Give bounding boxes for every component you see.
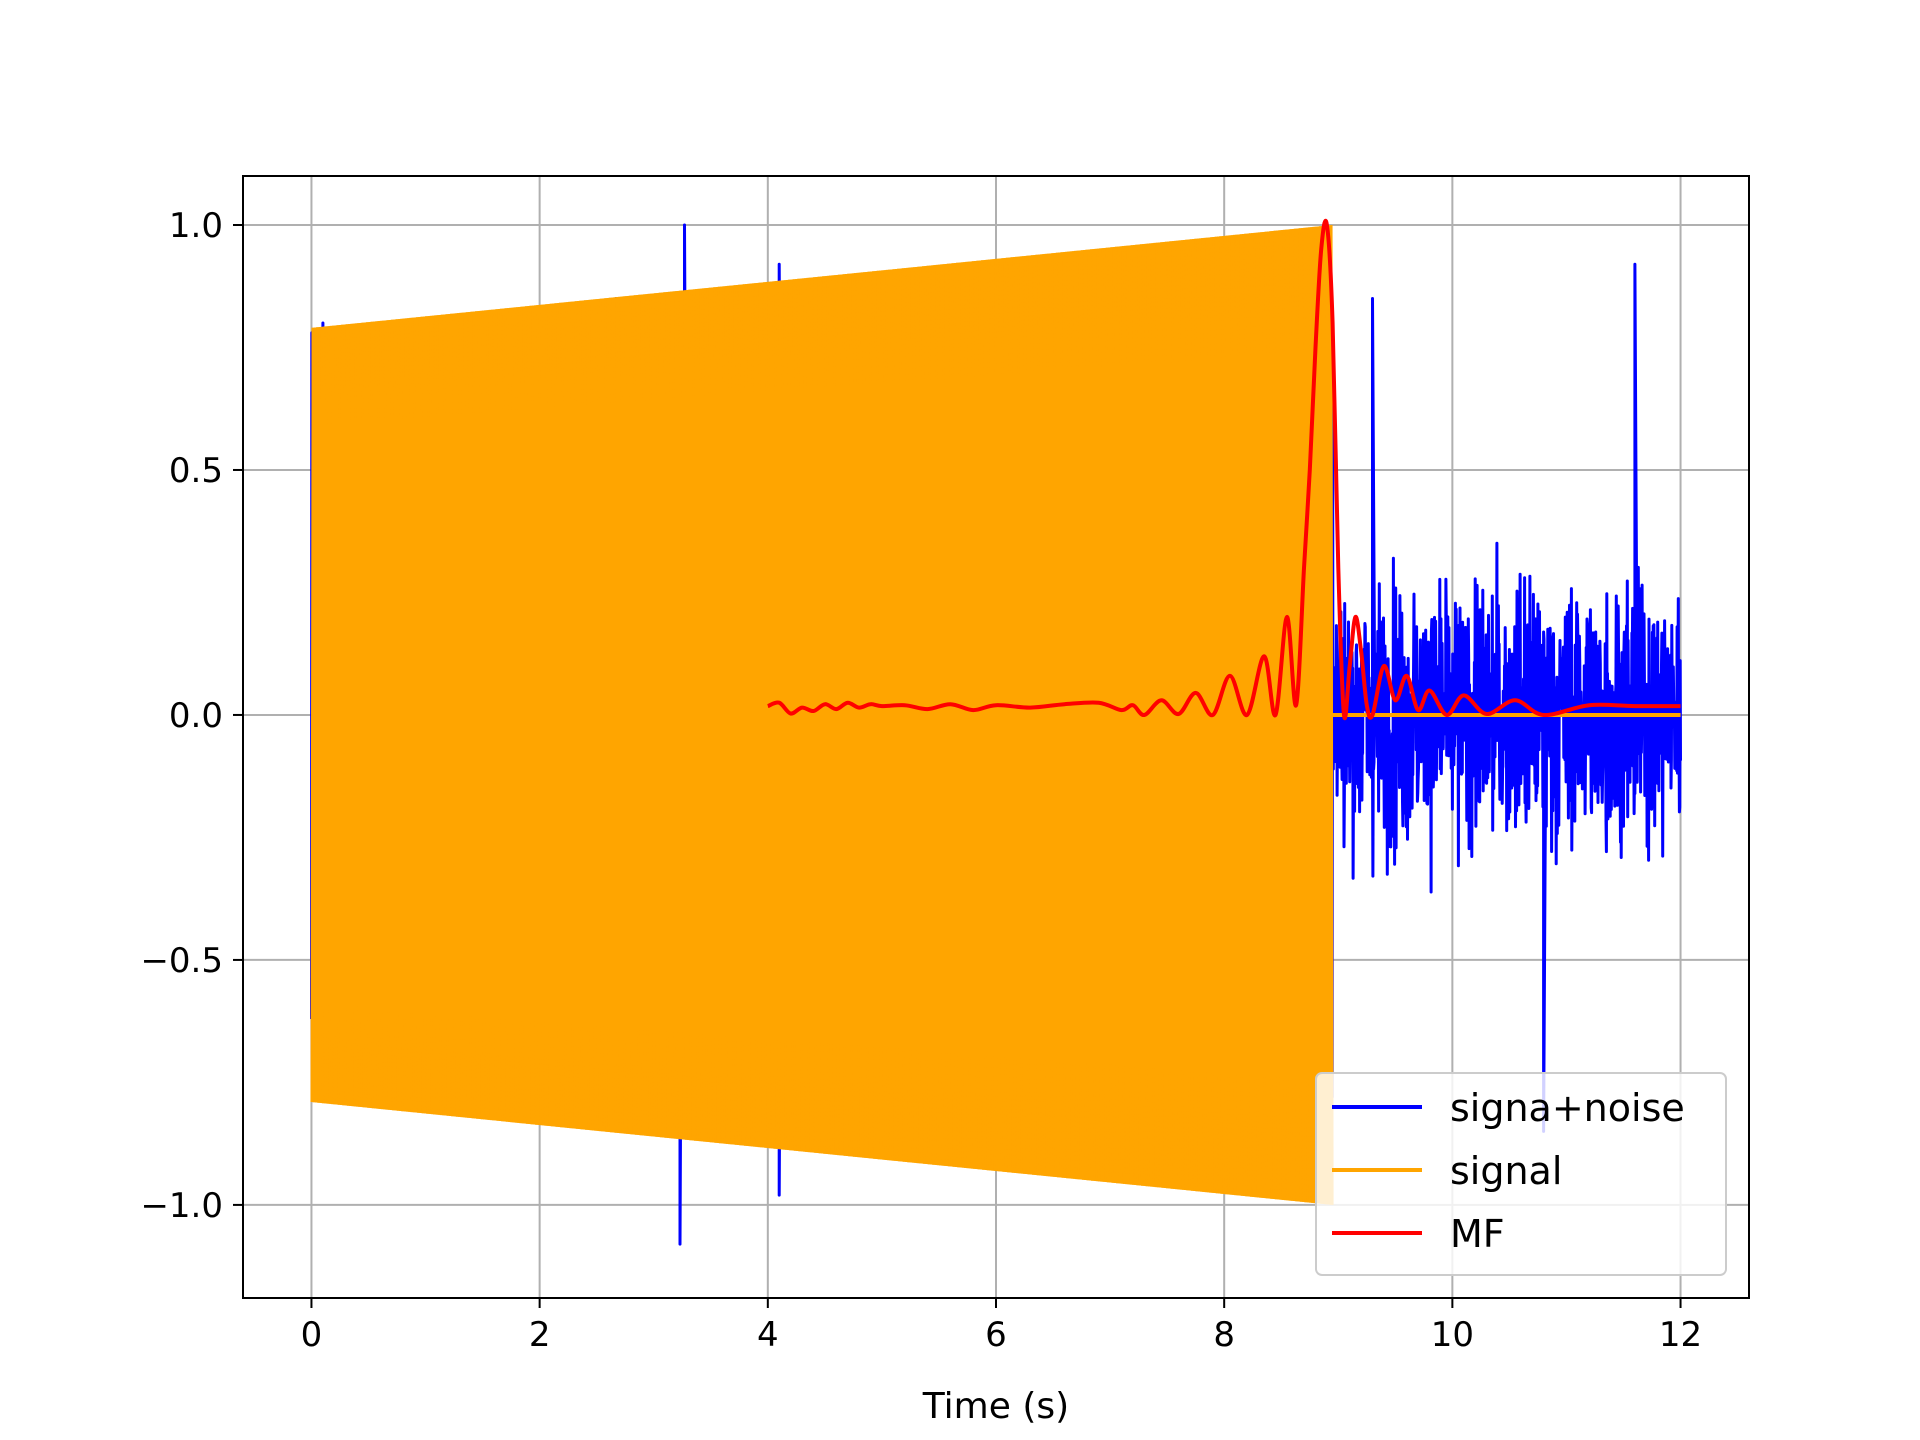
legend-label-1: signal — [1450, 1149, 1562, 1193]
series-line-mf — [767, 218, 1681, 721]
x-axis-label: Time (s) — [922, 1386, 1069, 1427]
x-tick-label: 12 — [1659, 1315, 1702, 1355]
legend-box — [1315, 1072, 1727, 1276]
series-mf — [767, 218, 1681, 721]
series-signal — [310, 224, 1681, 1205]
y-tick-label: 0.0 — [169, 696, 223, 736]
x-tick-label: 0 — [301, 1315, 323, 1355]
legend-label-0: signa+noise — [1450, 1086, 1685, 1130]
y-tick-label: 1.0 — [169, 206, 223, 246]
y-tick-label: −1.0 — [140, 1186, 223, 1226]
y-tick-label: 0.5 — [169, 451, 223, 491]
y-tick-label: −0.5 — [140, 941, 223, 981]
ticks: 0 2 4 6 8 10 12 −1.0 −0.5 0.0 0.5 1.0 — [140, 206, 1702, 1355]
x-tick-label: 4 — [757, 1315, 779, 1355]
legend-label-2: MF — [1450, 1212, 1505, 1256]
x-tick-label: 10 — [1431, 1315, 1474, 1355]
x-tick-label: 2 — [529, 1315, 551, 1355]
x-tick-label: 8 — [1213, 1315, 1235, 1355]
x-tick-label: 6 — [985, 1315, 1007, 1355]
series-line-signal — [310, 225, 1334, 1205]
legend: signa+noise signal MF — [1315, 1072, 1727, 1276]
